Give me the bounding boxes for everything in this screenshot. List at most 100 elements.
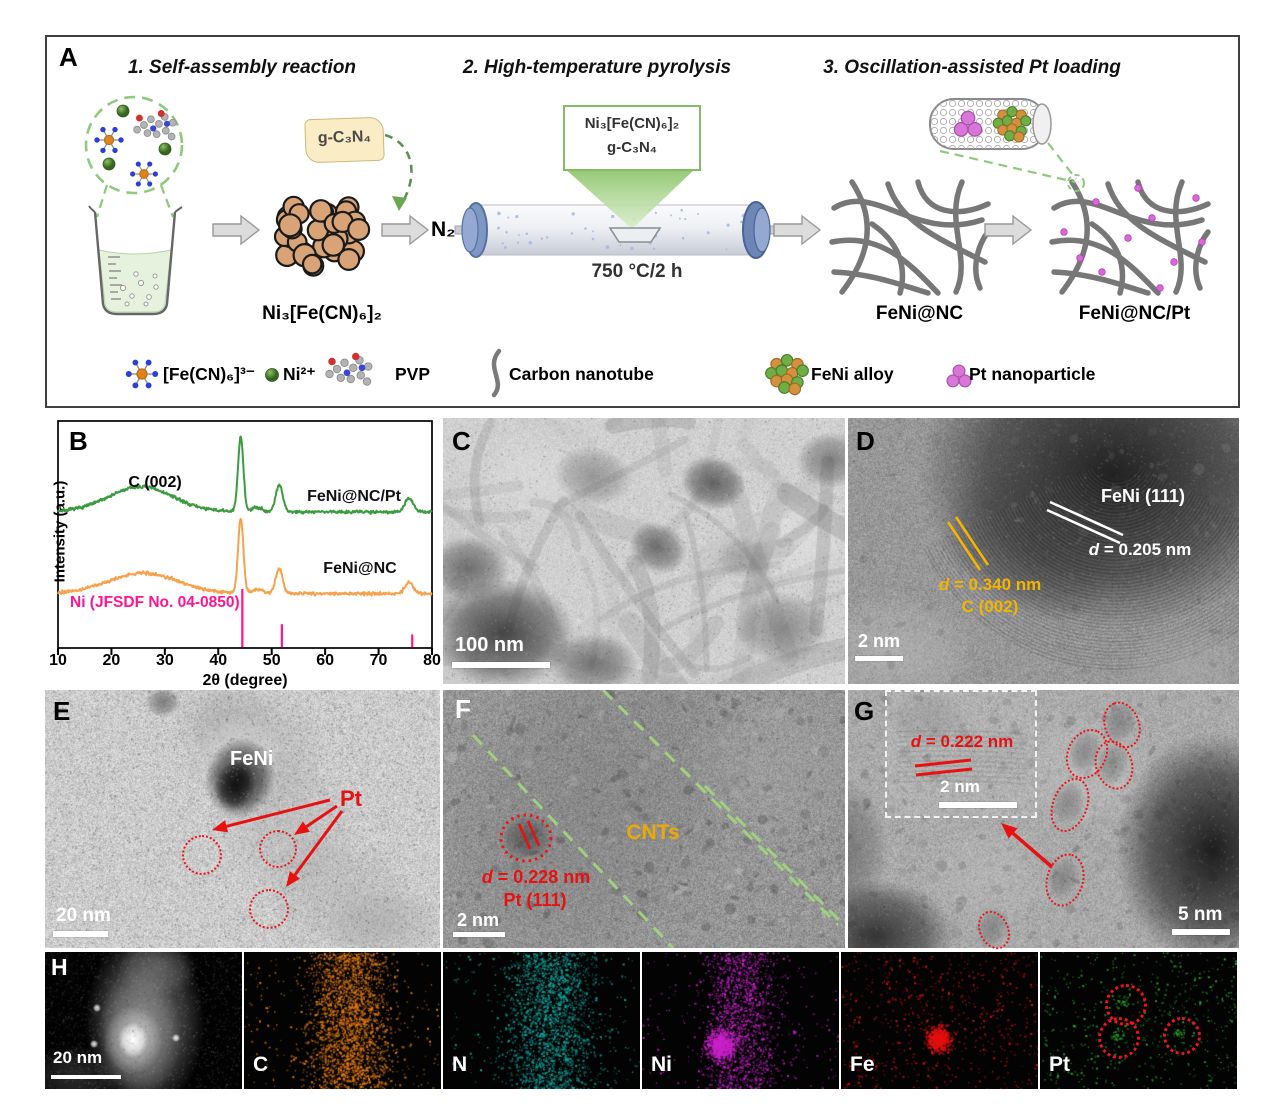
panel-letter-a: A <box>59 42 78 72</box>
panel-h-haadf: H 20 nm <box>45 952 242 1089</box>
arrow-step4 <box>984 215 1032 245</box>
pt-particle-circle <box>249 889 289 929</box>
g-inset-scale-bar <box>939 802 1017 808</box>
panel-e-tem: E FeNi Pt 20 nm <box>45 690 440 948</box>
pt-particle-circle <box>182 835 222 875</box>
furnace-condition: 750 °C/2 h <box>591 261 683 282</box>
eds-map-ni-image <box>642 952 839 1089</box>
arrow-step1 <box>212 215 260 245</box>
crucible-box: Ni₃[Fe(CN)₆]₂ g-C₃N₄ <box>563 105 701 171</box>
map-label-fe: Fe <box>850 1053 875 1076</box>
haadf-image <box>45 952 242 1089</box>
scale-bar-label: 5 nm <box>1178 904 1223 925</box>
scale-bar <box>855 656 903 661</box>
e-arrows <box>212 798 344 887</box>
series-label-feni-nc-pt: FeNi@NC/Pt <box>307 488 401 505</box>
pt-label: Pt <box>340 786 362 811</box>
arrow-step3 <box>773 215 821 245</box>
g-d-spacing: d = 0.222 nm <box>910 732 1014 751</box>
x-tick: 40 <box>209 652 228 669</box>
legend-pvp: PVP <box>395 364 431 384</box>
pt-site-circle <box>1163 1017 1201 1055</box>
step3-title: 3. Oscillation-assisted Pt loading <box>823 57 1121 78</box>
eds-map-n: N <box>443 952 640 1089</box>
pt-site-circle <box>1098 1017 1140 1059</box>
pt-nanoparticle-icon <box>946 364 972 388</box>
panel-a-scheme: A 1. Self-assembly reaction 2. High-temp… <box>45 35 1240 408</box>
legend-feni-alloy: FeNi alloy <box>811 364 894 384</box>
x-tick: 10 <box>49 652 67 669</box>
feni-alloy-icon <box>765 353 809 396</box>
legend-nickel: Ni²⁺ <box>283 364 316 384</box>
cnts-label: CNTs <box>626 821 680 844</box>
tem-image-e <box>45 690 440 948</box>
xrd-plot <box>57 420 433 655</box>
scale-bar-label: 2 nm <box>457 910 500 930</box>
arrow-step2 <box>381 215 429 245</box>
crucible-boat <box>608 227 662 243</box>
nickel-ion-icon <box>265 368 279 382</box>
legend-ferricyanide: [Fe(CN)₆]³⁻ <box>163 364 256 384</box>
x-tick: 50 <box>262 652 281 669</box>
panel-letter-g: G <box>854 696 875 726</box>
beaker-icon <box>88 205 183 316</box>
legend-pt-nano: Pt nanoparticle <box>969 364 1096 384</box>
crucible-line1: Ni₃[Fe(CN)₆]₂ <box>584 115 680 132</box>
scale-bar <box>53 931 108 937</box>
eds-map-fe-image <box>841 952 1038 1089</box>
cnt-network-feni-nc <box>832 182 988 293</box>
c002-label: C (002) <box>961 597 1019 616</box>
x-tick: 30 <box>155 652 174 669</box>
eds-map-n-image <box>443 952 640 1089</box>
precursor-cluster <box>273 195 371 277</box>
magnifier-circle <box>84 95 184 218</box>
gcn-arrow <box>384 133 413 211</box>
step1-title: 1. Self-assembly reaction <box>127 57 357 78</box>
gcn-note: g-C₃N₄ <box>304 116 385 164</box>
feni-nc-label: FeNi@NC <box>875 303 964 324</box>
eds-map-c-image <box>244 952 441 1089</box>
panel-letter-d: D <box>856 426 875 456</box>
panel-g-hrtem: d = 0.222 nm 2 nm G 5 nm <box>848 690 1239 955</box>
g-inset-image <box>887 692 1035 816</box>
n2-label: N₂ <box>431 218 456 241</box>
nanotube-inset <box>929 98 1085 192</box>
eds-map-ni: Ni <box>642 952 839 1089</box>
x-tick: 20 <box>102 652 121 669</box>
tube-furnace <box>454 167 776 259</box>
panel-letter-e: E <box>53 696 71 726</box>
panel-letter-h: H <box>51 954 68 980</box>
scale-bar-label: 100 nm <box>455 634 524 656</box>
gcn-label: g-C₃N₄ <box>317 128 372 147</box>
scale-bar <box>452 662 550 668</box>
eds-map-pt: Pt <box>1040 952 1237 1089</box>
map-label-ni: Ni <box>651 1053 672 1076</box>
x-tick: 60 <box>316 652 335 669</box>
scale-bar <box>51 1075 121 1079</box>
precursor-label: Ni₃[Fe(CN)₆]₂ <box>262 303 382 324</box>
scheme-drawing <box>84 95 1238 398</box>
x-tick: 70 <box>369 652 388 669</box>
funnel <box>563 167 697 229</box>
step2-title: 2. High-temperature pyrolysis <box>462 57 732 78</box>
scale-bar-label: 20 nm <box>53 1048 103 1067</box>
hrtem-image-d <box>848 418 1239 684</box>
x-tick: 80 <box>423 652 441 669</box>
feni-nc-pt-label: FeNi@NC/Pt <box>1078 303 1191 324</box>
panel-letter-f: F <box>455 694 471 724</box>
pvp-icon <box>325 352 373 386</box>
f-marks <box>471 690 845 948</box>
c-d-spacing: d = 0.340 nm <box>938 575 1042 594</box>
scale-bar-label: 2 nm <box>858 631 901 651</box>
ferricyanide-icon <box>125 358 159 390</box>
scale-bar-label: 20 nm <box>56 905 111 926</box>
panel-f-hrtem: F d = 0.228 nm Pt (111) CNTs 2 nm <box>443 690 845 948</box>
g-arrows <box>1001 823 1054 869</box>
panel-letter-b: B <box>69 426 88 456</box>
c002-annotation: C (002) <box>128 474 182 491</box>
panel-c-tem: C 100 nm <box>443 418 845 684</box>
g-inset: d = 0.222 nm 2 nm <box>885 690 1037 818</box>
eds-map-fe: Fe <box>841 952 1038 1089</box>
feni-111-label: FeNi (111) <box>1100 486 1186 506</box>
